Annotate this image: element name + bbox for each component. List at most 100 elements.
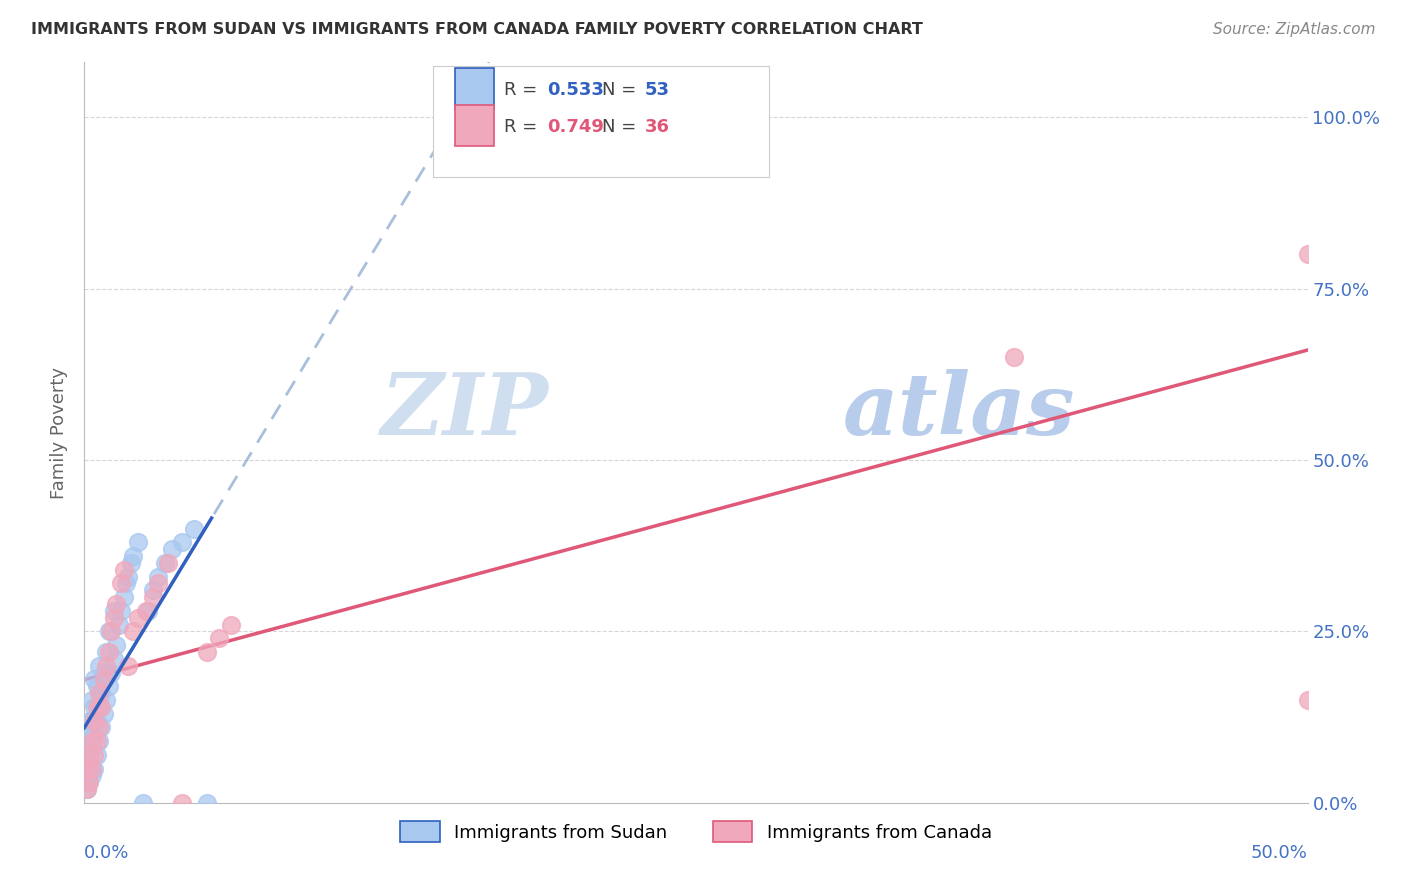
Point	[80, 693, 103, 707]
Point	[103, 610, 125, 624]
Point	[142, 590, 165, 604]
Point	[96, 658, 118, 673]
FancyBboxPatch shape	[456, 69, 494, 109]
Point	[83, 714, 105, 728]
Point	[77, 775, 100, 789]
Point	[103, 604, 125, 618]
Point	[1002, 350, 1025, 364]
Point	[117, 569, 139, 583]
Point	[76, 782, 98, 797]
Point	[136, 604, 159, 618]
Text: ZIP: ZIP	[381, 368, 550, 452]
Point	[183, 522, 205, 536]
Text: R =: R =	[503, 118, 543, 136]
Point	[97, 645, 120, 659]
Point	[162, 542, 184, 557]
Point	[87, 699, 110, 714]
Point	[1296, 247, 1319, 261]
Point	[135, 604, 157, 618]
Point	[77, 747, 100, 762]
Point	[76, 762, 98, 776]
Point	[127, 610, 149, 624]
Point	[83, 747, 105, 762]
Text: N =: N =	[602, 81, 641, 99]
Point	[86, 734, 108, 748]
Point	[96, 693, 118, 707]
Point	[76, 755, 98, 769]
Point	[110, 604, 132, 618]
Point	[132, 796, 155, 810]
FancyBboxPatch shape	[456, 105, 494, 146]
Point	[117, 658, 139, 673]
Point	[83, 673, 105, 687]
Text: N =: N =	[602, 118, 641, 136]
Point	[83, 699, 105, 714]
FancyBboxPatch shape	[433, 66, 769, 178]
Point	[86, 679, 108, 693]
Point	[105, 638, 128, 652]
Point	[80, 741, 103, 756]
Text: 36: 36	[644, 118, 669, 136]
Point	[77, 775, 100, 789]
Point	[86, 699, 108, 714]
Point	[127, 535, 149, 549]
Point	[80, 762, 103, 776]
Y-axis label: Family Poverty: Family Poverty	[51, 367, 69, 499]
Point	[172, 535, 194, 549]
Text: atlas: atlas	[842, 368, 1076, 452]
Legend: Immigrants from Sudan, Immigrants from Canada: Immigrants from Sudan, Immigrants from C…	[392, 814, 1000, 849]
Point	[107, 617, 129, 632]
Text: 53: 53	[644, 81, 669, 99]
Point	[76, 782, 98, 797]
Point	[77, 714, 100, 728]
Point	[77, 762, 100, 776]
Point	[219, 617, 242, 632]
Point	[122, 549, 145, 563]
Point	[96, 645, 118, 659]
Point	[146, 576, 169, 591]
Point	[156, 556, 179, 570]
Text: 0.749: 0.749	[547, 118, 603, 136]
Point	[77, 747, 100, 762]
Point	[77, 734, 100, 748]
Point	[86, 714, 108, 728]
Point	[142, 583, 165, 598]
Point	[86, 747, 108, 762]
Point	[172, 796, 194, 810]
Point	[93, 706, 115, 721]
Point	[105, 597, 128, 611]
Point	[146, 569, 169, 583]
Text: 50.0%: 50.0%	[1251, 844, 1308, 862]
Point	[87, 658, 110, 673]
Point	[195, 645, 218, 659]
Point	[112, 563, 135, 577]
Point	[83, 727, 105, 741]
Point	[80, 714, 103, 728]
Point	[90, 686, 112, 700]
Point	[80, 734, 103, 748]
Point	[110, 576, 132, 591]
Point	[120, 556, 142, 570]
Point	[87, 720, 110, 734]
Point	[93, 673, 115, 687]
Point	[97, 624, 120, 639]
Point	[90, 720, 112, 734]
Text: Source: ZipAtlas.com: Source: ZipAtlas.com	[1212, 22, 1375, 37]
Point	[112, 590, 135, 604]
Point	[87, 734, 110, 748]
Point	[1296, 693, 1319, 707]
Point	[90, 699, 112, 714]
Text: IMMIGRANTS FROM SUDAN VS IMMIGRANTS FROM CANADA FAMILY POVERTY CORRELATION CHART: IMMIGRANTS FROM SUDAN VS IMMIGRANTS FROM…	[31, 22, 922, 37]
Point	[195, 796, 218, 810]
Text: R =: R =	[503, 81, 543, 99]
Point	[612, 110, 634, 124]
Point	[100, 665, 122, 680]
Point	[97, 679, 120, 693]
Point	[87, 686, 110, 700]
Text: 0.533: 0.533	[547, 81, 603, 99]
Point	[100, 624, 122, 639]
Text: 0.0%: 0.0%	[84, 844, 129, 862]
Point	[122, 624, 145, 639]
Point	[103, 652, 125, 666]
Point	[80, 768, 103, 782]
